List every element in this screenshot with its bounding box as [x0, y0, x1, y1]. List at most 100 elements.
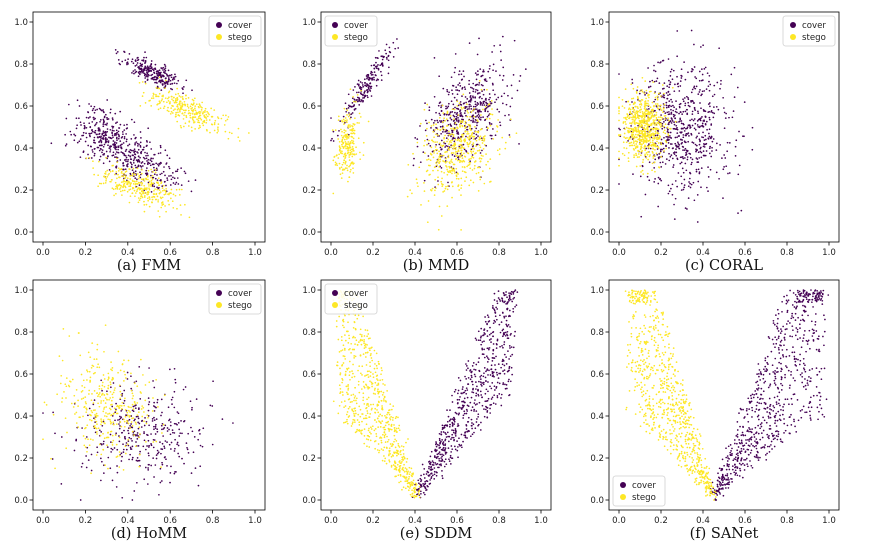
point-stego [459, 160, 462, 162]
point-cover [474, 96, 476, 99]
point-stego [124, 175, 127, 178]
point-stego [479, 146, 482, 149]
point-stego [456, 100, 459, 103]
point-cover [681, 141, 683, 144]
point-cover [728, 142, 731, 144]
point-cover [492, 63, 495, 66]
point-stego [636, 111, 639, 114]
point-cover [719, 87, 721, 90]
point-cover [713, 84, 716, 87]
point-stego [456, 172, 459, 174]
point-cover [665, 144, 667, 147]
point-stego [153, 193, 156, 195]
point-stego [634, 140, 637, 142]
point-stego [110, 368, 112, 371]
point-stego [446, 173, 449, 176]
point-stego [126, 421, 129, 423]
point-cover [670, 113, 673, 115]
point-cover [489, 134, 492, 137]
point-stego [655, 118, 658, 121]
point-stego [352, 167, 354, 170]
point-cover [97, 136, 99, 139]
point-stego [126, 414, 129, 417]
point-cover [358, 100, 361, 102]
point-cover [155, 457, 158, 460]
point-cover [690, 100, 692, 103]
point-stego [107, 436, 110, 439]
point-cover [139, 165, 142, 167]
point-stego [633, 109, 636, 111]
point-cover [470, 97, 473, 100]
point-stego [347, 137, 350, 139]
point-cover [118, 134, 120, 137]
point-stego [331, 129, 334, 131]
point-stego [162, 107, 165, 110]
point-stego [136, 173, 139, 175]
point-stego [485, 118, 488, 120]
point-cover [705, 120, 708, 123]
point-stego [480, 154, 483, 157]
point-stego [113, 423, 115, 426]
point-cover [644, 193, 647, 196]
point-cover [698, 70, 701, 73]
point-cover [139, 141, 142, 144]
point-cover [130, 162, 132, 164]
point-cover [695, 149, 698, 152]
point-cover [139, 64, 142, 67]
point-cover [109, 108, 112, 111]
point-stego [334, 129, 337, 131]
point-stego [150, 176, 152, 179]
point-cover [698, 171, 701, 173]
point-cover [152, 69, 155, 72]
point-cover [75, 117, 78, 120]
point-cover [130, 138, 133, 140]
point-stego [81, 384, 83, 387]
point-stego [428, 139, 430, 142]
point-cover [743, 101, 746, 103]
point-cover [164, 174, 166, 177]
point-cover [159, 74, 162, 76]
point-cover [660, 179, 663, 182]
point-cover [137, 417, 140, 420]
point-cover [518, 80, 521, 82]
point-cover [459, 112, 462, 115]
point-cover [147, 158, 150, 161]
point-cover [457, 158, 460, 161]
point-stego [454, 172, 456, 174]
point-stego [656, 95, 659, 98]
point-cover [377, 78, 380, 81]
point-stego [65, 447, 68, 450]
point-cover [140, 71, 142, 74]
point-stego [443, 171, 445, 174]
point-stego [450, 160, 452, 162]
point-cover [134, 143, 136, 146]
point-stego [191, 116, 194, 119]
point-stego [468, 142, 471, 145]
point-cover [138, 72, 140, 74]
point-cover [161, 185, 164, 187]
point-cover [653, 64, 655, 67]
point-cover [701, 122, 704, 125]
point-stego [146, 414, 149, 416]
point-stego [647, 133, 650, 136]
point-cover [355, 99, 358, 101]
point-cover [654, 98, 657, 101]
point-cover [477, 103, 480, 105]
point-stego [110, 430, 113, 433]
point-cover [65, 143, 68, 145]
point-cover [141, 65, 143, 68]
point-cover [125, 138, 128, 141]
point-cover [659, 178, 661, 181]
point-cover [671, 147, 674, 150]
point-cover [363, 92, 366, 94]
point-cover [700, 117, 702, 120]
plot-frame [32, 11, 266, 243]
point-stego [644, 109, 647, 112]
point-stego [444, 134, 446, 137]
point-cover [446, 129, 449, 132]
point-stego [479, 135, 482, 138]
point-cover [122, 443, 124, 446]
point-stego [655, 145, 658, 148]
point-stego [426, 221, 429, 224]
point-stego [184, 111, 186, 114]
